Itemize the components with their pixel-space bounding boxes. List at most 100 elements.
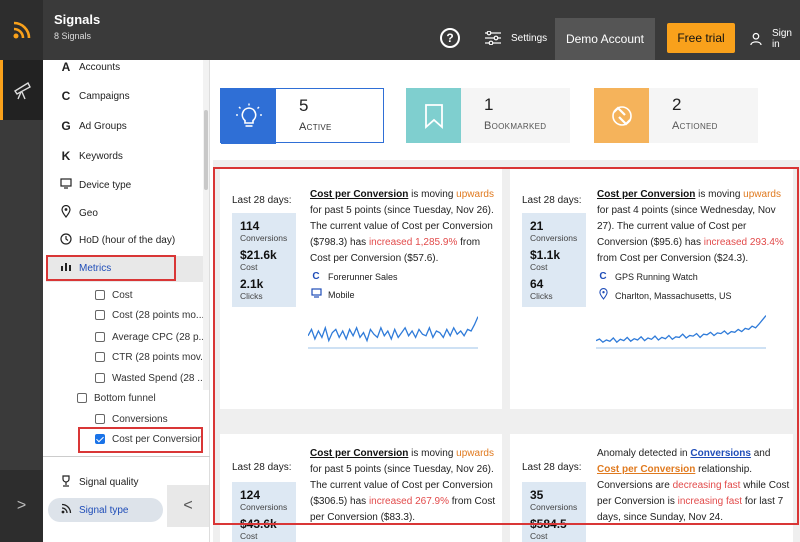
metric-option-cost[interactable]: Cost	[95, 286, 133, 304]
anomaly-description: Anomaly detected in Conversions and Cost…	[597, 446, 793, 526]
metric-option-cost-per-conversion[interactable]: Cost per Conversion	[95, 430, 203, 448]
checkbox[interactable]	[95, 352, 105, 362]
sparkline	[596, 315, 766, 349]
description-text: is moving	[695, 189, 744, 200]
signal-card[interactable]: Last 28 days: 21 Conversions $1.1k Cost …	[510, 167, 793, 409]
description-text: Anomaly detected in	[597, 448, 691, 459]
ad-groups-letter-icon: G	[61, 119, 71, 133]
stat-value: 124	[240, 488, 261, 502]
rss-logo-icon[interactable]	[0, 0, 43, 60]
tab-bookmarked[interactable]: 1 Bookmarked	[406, 88, 570, 143]
change-text: increased 267.9%	[368, 496, 449, 507]
signal-count: 8 Signals	[54, 31, 92, 41]
divider	[43, 456, 210, 457]
left-rail: >	[0, 60, 43, 542]
sidebar-item-metrics[interactable]: Metrics	[59, 258, 111, 278]
sidebar-item-label: Accounts	[79, 61, 121, 73]
signal-type-selected-bg	[48, 498, 163, 522]
sidebar-scrollbar[interactable]	[203, 60, 209, 390]
signal-card[interactable]: Last 28 days: 35 Conversions $584.5 Cost…	[510, 434, 793, 542]
description-text: from Cost per Conversion ($24.3).	[597, 253, 749, 264]
actioned-label: Actioned	[672, 120, 718, 132]
campaign-icon: C	[599, 271, 607, 282]
tab-active[interactable]: 5 Active	[220, 88, 384, 144]
signal-description: Cost per Conversion is moving upwards fo…	[597, 187, 793, 267]
cost-per-conversion-link[interactable]: Cost per Conversion	[597, 464, 696, 475]
active-label: Active	[299, 121, 332, 133]
collapse-sidebar-button[interactable]: <	[167, 485, 209, 527]
app-title: Signals	[54, 12, 101, 27]
signal-card[interactable]: Last 28 days: 124 Conversions $43.6k Cos…	[220, 434, 502, 542]
checkbox[interactable]	[95, 373, 105, 383]
sparkline-series	[308, 316, 478, 343]
sidebar-item-ad-groups[interactable]: G Ad Groups	[59, 116, 126, 136]
sidebar-item-device-type[interactable]: Device type	[59, 175, 131, 195]
sidebar-item-label: Campaigns	[79, 90, 130, 102]
metric-link[interactable]: Cost per Conversion	[310, 189, 409, 200]
period-label: Last 28 days:	[522, 195, 582, 206]
settings-button[interactable]: Settings	[485, 28, 547, 48]
pin-icon	[597, 288, 609, 303]
checkbox-checked[interactable]	[95, 434, 105, 444]
signal-card[interactable]: Last 28 days: 114 Conversions $21.6k Cos…	[220, 167, 502, 409]
metric-option-average-cpc[interactable]: Average CPC (28 p...	[95, 328, 207, 346]
signal-description: Cost per Conversion is moving upwards fo…	[310, 446, 500, 526]
metric-link[interactable]: Cost per Conversion	[597, 189, 696, 200]
period-label: Last 28 days:	[522, 462, 582, 473]
help-button[interactable]: ?	[440, 28, 460, 48]
metric-option-conversions[interactable]: Conversions	[95, 410, 168, 428]
user-icon	[750, 32, 762, 46]
bottom-funnel-label: Bottom funnel	[94, 392, 156, 404]
metric-option-label: Wasted Spend (28 ...	[112, 372, 206, 384]
stat-value: 35	[530, 488, 544, 502]
change-text: increased 1,285.9%	[368, 237, 458, 248]
checkbox[interactable]	[95, 290, 105, 300]
signal-description: Cost per Conversion is moving upwards fo…	[310, 187, 500, 267]
pin-icon	[59, 204, 73, 221]
change-text: increased 293.4%	[703, 237, 784, 248]
period-label: Last 28 days:	[232, 195, 292, 206]
stat-value: $21.6k	[240, 248, 277, 262]
sidebar: A Accounts C Campaigns G Ad Groups K Key…	[43, 60, 210, 542]
sidebar-scrollbar-thumb[interactable]	[204, 110, 208, 190]
sidebar-item-accounts[interactable]: A Accounts	[59, 57, 120, 77]
sidebar-item-hod[interactable]: HoD (hour of the day)	[59, 230, 175, 250]
sidebar-item-keywords[interactable]: K Keywords	[59, 146, 123, 166]
campaign-meta: C Forerunner Sales	[310, 271, 397, 282]
metric-option-wasted-spend[interactable]: Wasted Spend (28 ...	[95, 369, 206, 387]
sidebar-item-signal-type[interactable]: Signal type	[59, 500, 128, 520]
stat-label: Clicks	[530, 291, 553, 301]
metric-link[interactable]: Cost per Conversion	[310, 448, 409, 459]
metric-option-ctr[interactable]: CTR (28 points mov...	[95, 348, 209, 366]
direction-text: upwards	[743, 189, 781, 200]
stat-value: 21	[530, 219, 544, 233]
app-title-block: Signals 8 Signals	[44, 0, 124, 60]
sidebar-item-geo[interactable]: Geo	[59, 203, 98, 223]
sparkline-series	[596, 315, 766, 344]
direction-text: upwards	[456, 189, 494, 200]
description-text: while Cost per Conversion is	[597, 480, 790, 507]
metrics-selected-bg	[46, 256, 206, 282]
metric-option-cost-28[interactable]: Cost (28 points mo...	[95, 306, 204, 324]
checkbox[interactable]	[95, 414, 105, 424]
checkbox[interactable]	[95, 310, 105, 320]
sign-in-button[interactable]: Sign in	[750, 28, 800, 50]
decrease-text: decreasing fast	[672, 480, 741, 491]
sidebar-item-signal-quality[interactable]: Signal quality	[59, 472, 138, 492]
sidebar-item-label: HoD (hour of the day)	[79, 234, 176, 246]
sidebar-item-label: Signal type	[79, 504, 129, 516]
actioned-icon	[594, 88, 649, 143]
free-trial-button[interactable]: Free trial	[667, 23, 735, 53]
rail-telescope-button[interactable]	[0, 60, 43, 120]
account-switcher[interactable]: Demo Account	[555, 18, 655, 60]
conversions-link[interactable]: Conversions	[690, 448, 751, 459]
sidebar-item-campaigns[interactable]: C Campaigns	[59, 86, 130, 106]
checkbox[interactable]	[77, 393, 87, 403]
campaign-meta: C GPS Running Watch	[597, 271, 697, 282]
stat-label: Conversions	[530, 502, 578, 512]
checkbox[interactable]	[95, 332, 105, 342]
tab-actioned[interactable]: 2 Actioned	[594, 88, 758, 143]
keywords-letter-icon: K	[61, 149, 71, 163]
bottom-funnel-group[interactable]: Bottom funnel	[77, 389, 156, 407]
rail-expand-button[interactable]: >	[0, 470, 43, 542]
